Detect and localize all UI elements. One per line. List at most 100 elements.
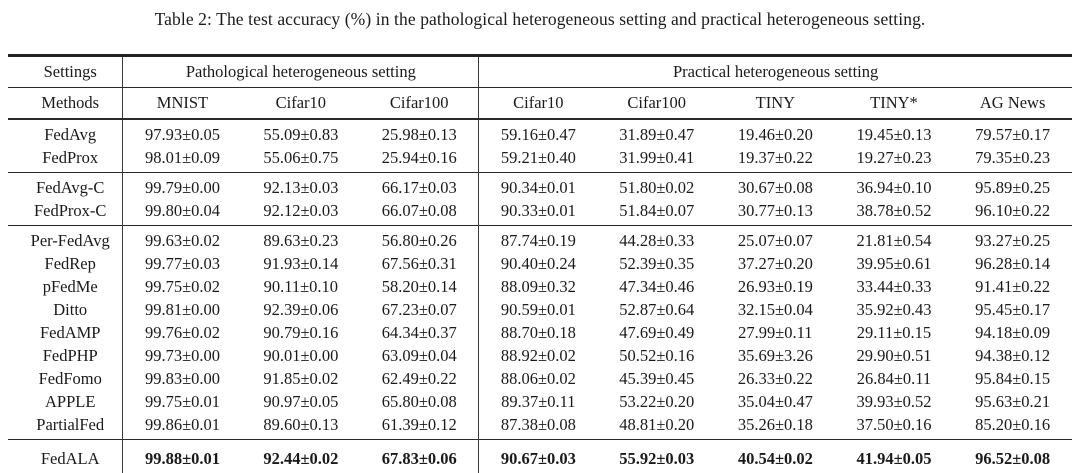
accuracy-cell: 96.10±0.22: [975, 200, 1051, 220]
accuracy-cell: 37.27±0.20: [737, 253, 813, 273]
accuracy-cell: 19.45±0.13: [856, 124, 932, 144]
accuracy-cell: 99.76±0.02: [122, 321, 242, 344]
accuracy-cell: 25.94±0.16: [381, 147, 457, 167]
accuracy-cell: 90.34±0.01: [478, 172, 598, 199]
table-row: pFedMe 99.75±0.02 90.11±0.10 58.20±0.14 88.0…: [8, 275, 1072, 298]
accuracy-cell: 19.27±0.23: [856, 147, 932, 167]
group-header-practical: Practical heterogeneous setting: [478, 55, 1072, 88]
accuracy-cell: 41.94±0.05: [856, 448, 932, 468]
accuracy-cell: 99.73±0.00: [122, 344, 242, 367]
table-row: FedProx-C 99.80±0.04 92.12±0.03 66.07±0.08 9…: [8, 199, 1072, 226]
accuracy-cell: 27.99±0.11: [738, 322, 813, 342]
method-name: FedPHP: [42, 345, 98, 365]
accuracy-cell: 61.39±0.12: [381, 414, 457, 434]
accuracy-cell: 94.38±0.12: [975, 345, 1051, 365]
accuracy-cell: 92.12±0.03: [263, 200, 339, 220]
accuracy-cell: 95.84±0.15: [975, 368, 1051, 388]
accuracy-cell: 31.89±0.47: [619, 124, 695, 144]
accuracy-cell: 90.40±0.24: [478, 252, 598, 275]
accuracy-cell: 99.77±0.03: [122, 252, 242, 275]
table-row: FedFomo 99.83±0.00 91.85±0.02 62.49±0.22 88.…: [8, 367, 1072, 390]
accuracy-cell: 89.60±0.13: [263, 414, 339, 434]
table-caption: Table 2: The test accuracy (%) in the pa…: [154, 9, 926, 29]
accuracy-cell: 88.06±0.02: [478, 367, 598, 390]
accuracy-cell: 97.93±0.05: [122, 119, 242, 146]
accuracy-cell: 64.34±0.37: [381, 322, 457, 342]
method-name: Ditto: [53, 299, 88, 319]
accuracy-cell: 91.41±0.22: [975, 276, 1051, 296]
column-header-cifar100-prac: Cifar100: [597, 87, 717, 120]
accuracy-cell: 95.89±0.25: [975, 177, 1051, 197]
accuracy-cell: 99.80±0.04: [122, 199, 242, 226]
accuracy-cell: 25.07±0.07: [737, 230, 813, 250]
accuracy-cell: 89.63±0.23: [263, 230, 339, 250]
table-row: Per-FedAvg 99.63±0.02 89.63±0.23 56.80±0.26…: [8, 225, 1072, 252]
accuracy-cell: 88.70±0.18: [478, 321, 598, 344]
column-header-cifar10-path: Cifar10: [241, 87, 361, 120]
accuracy-cell: 38.78±0.52: [856, 200, 932, 220]
method-name: FedAvg: [44, 124, 97, 144]
method-name: FedAvg-C: [35, 177, 105, 197]
accuracy-cell: 55.09±0.83: [263, 124, 339, 144]
table-row: FedAvg-C 99.79±0.00 92.13±0.03 66.17±0.03 90…: [8, 172, 1072, 199]
accuracy-cell: 33.44±0.33: [856, 276, 932, 296]
accuracy-cell: 35.92±0.43: [856, 299, 932, 319]
accuracy-cell: 40.54±0.02: [737, 448, 813, 468]
accuracy-cell: 90.79±0.16: [263, 322, 339, 342]
accuracy-cell: 92.13±0.03: [263, 177, 339, 197]
method-name: FedALA: [40, 448, 100, 468]
accuracy-cell: 88.09±0.32: [478, 275, 598, 298]
accuracy-cell: 95.63±0.21: [975, 391, 1051, 411]
accuracy-cell: 51.80±0.02: [619, 177, 695, 197]
accuracy-cell: 99.75±0.01: [122, 390, 242, 413]
accuracy-cell: 36.94±0.10: [856, 177, 932, 197]
methods-header-cell: Methods: [8, 87, 123, 120]
method-name: pFedMe: [42, 276, 98, 296]
method-name: Per-FedAvg: [30, 230, 110, 250]
accuracy-cell: 35.26±0.18: [737, 414, 813, 434]
accuracy-cell: 99.83±0.00: [122, 367, 242, 390]
accuracy-cell: 87.38±0.08: [478, 413, 598, 440]
accuracy-cell: 79.35±0.23: [975, 147, 1051, 167]
accuracy-cell: 30.67±0.08: [737, 177, 813, 197]
accuracy-cell: 32.15±0.04: [737, 299, 813, 319]
accuracy-cell: 52.87±0.64: [619, 299, 695, 319]
method-name: FedProx: [42, 147, 99, 167]
accuracy-cell: 19.37±0.22: [737, 147, 813, 167]
accuracy-cell: 37.50±0.16: [856, 414, 932, 434]
method-name: FedAMP: [39, 322, 101, 342]
table-section: FedAvg 97.93±0.05 55.09±0.83 25.98±0.13 59.1…: [8, 119, 1072, 173]
accuracy-cell: 92.44±0.02: [263, 448, 339, 468]
accuracy-cell: 90.97±0.05: [263, 391, 339, 411]
accuracy-cell: 91.93±0.14: [263, 253, 339, 273]
accuracy-cell: 26.33±0.22: [737, 368, 813, 388]
accuracy-cell: 66.17±0.03: [381, 177, 457, 197]
accuracy-cell: 48.81±0.20: [619, 414, 695, 434]
table-section: Per-FedAvg 99.63±0.02 89.63±0.23 56.80±0.26…: [8, 225, 1072, 440]
accuracy-cell: 88.92±0.02: [478, 344, 598, 367]
table-row: FedAvg 97.93±0.05 55.09±0.83 25.98±0.13 59.1…: [8, 119, 1072, 146]
accuracy-cell: 63.09±0.04: [381, 345, 457, 365]
accuracy-cell: 99.88±0.01: [122, 439, 242, 473]
accuracy-cell: 90.59±0.01: [478, 298, 598, 321]
table-row: PartialFed 99.86±0.01 89.60±0.13 61.39±0.12…: [8, 413, 1072, 440]
accuracy-cell: 65.80±0.08: [381, 391, 457, 411]
column-header-tiny: TINY: [716, 87, 835, 120]
table-row: Ditto 99.81±0.00 92.39±0.06 67.23±0.07 90.59…: [8, 298, 1072, 321]
group-header-pathological: Pathological heterogeneous setting: [122, 55, 479, 88]
accuracy-cell: 62.49±0.22: [381, 368, 457, 388]
accuracy-cell: 90.11±0.10: [263, 276, 339, 296]
accuracy-cell: 92.39±0.06: [263, 299, 339, 319]
accuracy-cell: 96.28±0.14: [975, 253, 1051, 273]
accuracy-cell: 59.16±0.47: [478, 119, 598, 146]
accuracy-cell: 19.46±0.20: [737, 124, 813, 144]
accuracy-cell: 31.99±0.41: [619, 147, 695, 167]
accuracy-cell: 98.01±0.09: [122, 146, 242, 173]
accuracy-cell: 89.37±0.11: [478, 390, 598, 413]
settings-header-row: Settings Pathological heterogeneous sett…: [8, 55, 1072, 88]
accuracy-cell: 96.52±0.08: [975, 448, 1051, 468]
accuracy-cell: 99.79±0.00: [122, 172, 242, 199]
method-name: FedRep: [44, 253, 96, 273]
accuracy-cell: 26.84±0.11: [856, 368, 932, 388]
